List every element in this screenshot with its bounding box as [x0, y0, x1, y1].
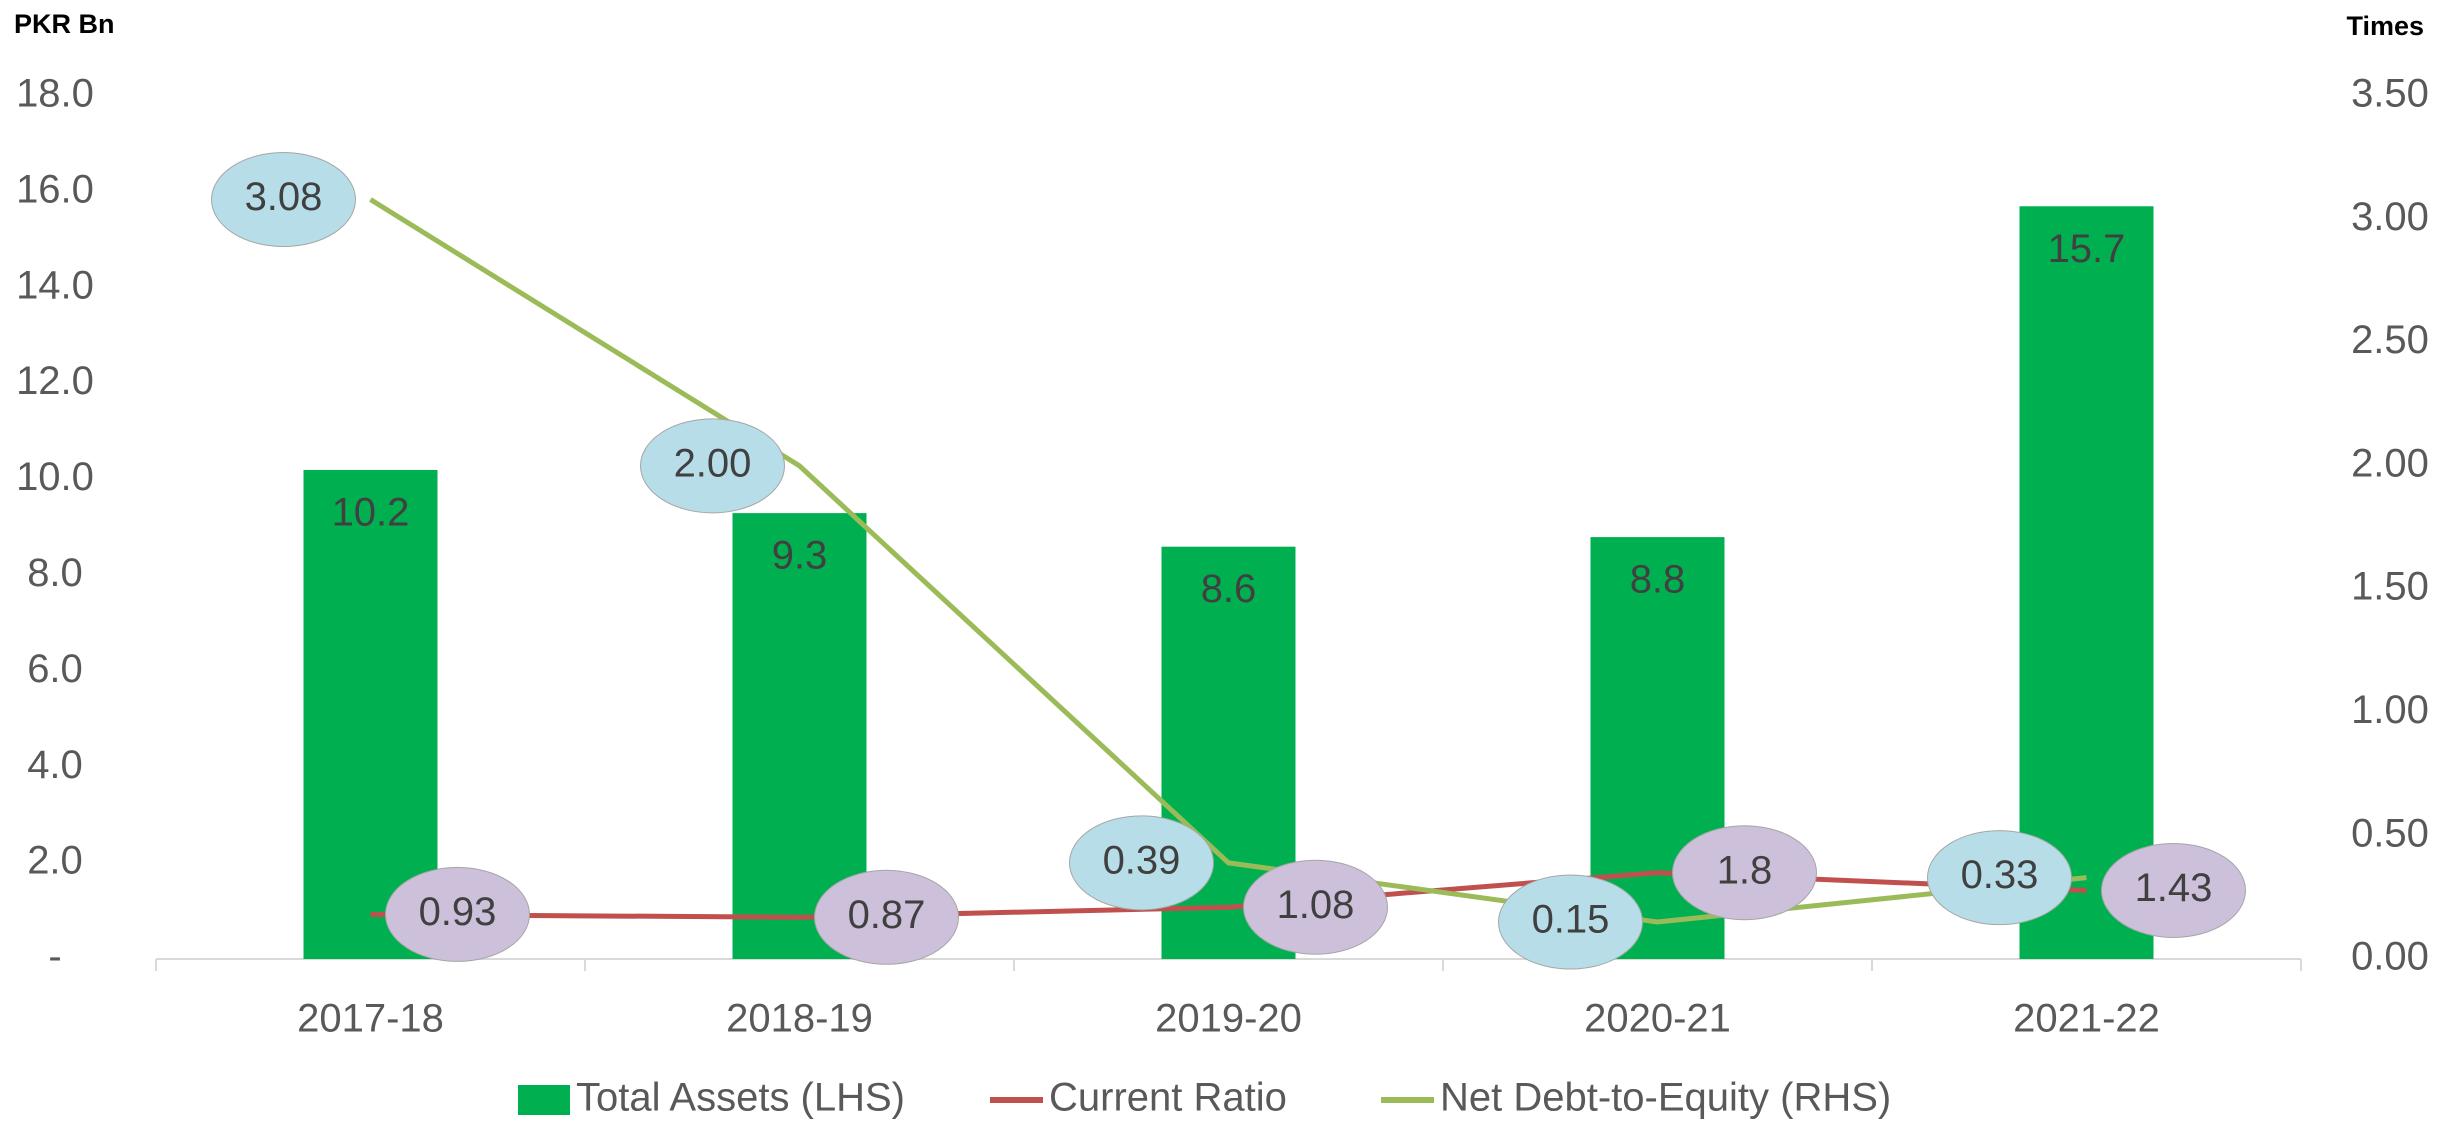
data-label-bubble — [640, 418, 785, 514]
y2-tick-label: 1.50 — [2351, 565, 2429, 609]
y2-tick-label: 3.00 — [2351, 195, 2429, 239]
data-label: 1.43 — [2135, 866, 2213, 910]
y2-tick-label: 0.00 — [2351, 935, 2429, 979]
data-label: 8.6 — [1201, 567, 1257, 611]
legend-label: Current Ratio — [1049, 1076, 1287, 1120]
data-label: 8.8 — [1630, 558, 1686, 602]
y-tick-label: 6.0 — [27, 647, 83, 691]
y-tick-label: 14.0 — [16, 263, 94, 307]
x-tick-label: 2017-18 — [297, 997, 444, 1041]
data-label: 1.08 — [1277, 883, 1355, 927]
y-tick-label: 16.0 — [16, 167, 94, 211]
data-label: 0.15 — [1532, 898, 1610, 942]
data-label: 1.8 — [1717, 848, 1773, 892]
data-label: 0.33 — [1961, 853, 2039, 897]
y-tick-label: 4.0 — [27, 743, 83, 787]
data-label-bubble — [1927, 830, 2072, 926]
data-label-bubble — [211, 152, 356, 248]
data-label: 2.00 — [674, 441, 752, 485]
data-label: 0.93 — [419, 890, 497, 934]
y2-tick-label: 1.00 — [2351, 688, 2429, 732]
data-label-bubble — [814, 869, 959, 965]
y-tick-label: - — [48, 935, 61, 979]
data-label-bubble — [1498, 874, 1643, 970]
data-label: 15.7 — [2048, 227, 2126, 271]
y-axis-title: PKR Bn — [14, 9, 115, 39]
data-label: 9.3 — [772, 534, 828, 578]
data-label: 0.87 — [848, 893, 926, 937]
data-label: 10.2 — [332, 491, 410, 535]
data-label-bubble — [1069, 815, 1214, 911]
x-tick-label: 2019-20 — [1155, 997, 1302, 1041]
data-label-bubble — [385, 866, 530, 962]
y2-axis-title: Times — [2346, 11, 2424, 41]
x-tick-label: 2018-19 — [726, 997, 873, 1041]
y2-tick-label: 2.00 — [2351, 441, 2429, 485]
legend-label: Net Debt-to-Equity (RHS) — [1440, 1076, 1891, 1120]
line — [369, 197, 2087, 925]
x-tick-label: 2020-21 — [1584, 997, 1731, 1041]
data-label-bubble — [1243, 859, 1388, 955]
y-tick-label: 18.0 — [16, 72, 94, 116]
y-tick-label: 10.0 — [16, 455, 94, 499]
y-tick-label: 12.0 — [16, 359, 94, 403]
x-tick-label: 2021-22 — [2013, 997, 2160, 1041]
bar — [2019, 206, 2154, 959]
y-tick-label: 2.0 — [27, 839, 83, 883]
y2-tick-label: 0.50 — [2351, 811, 2429, 855]
data-label: 0.39 — [1103, 838, 1181, 882]
legend-label: Total Assets (LHS) — [576, 1076, 905, 1120]
data-label-bubble — [1672, 825, 1817, 921]
y-tick-label: 8.0 — [27, 551, 83, 595]
y2-tick-label: 2.50 — [2351, 318, 2429, 362]
data-label: 3.08 — [245, 175, 323, 219]
data-label-bubble — [2101, 842, 2246, 938]
legend-swatch — [518, 1085, 570, 1115]
y2-tick-label: 3.50 — [2351, 72, 2429, 116]
